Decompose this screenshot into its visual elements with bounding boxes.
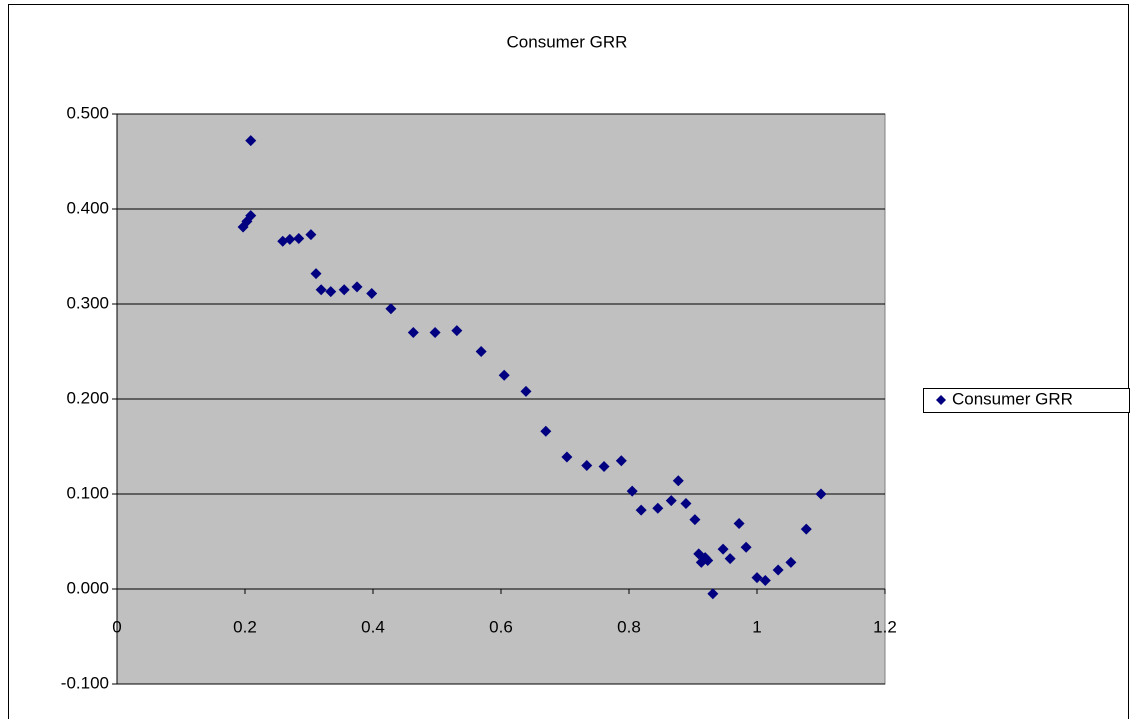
point [680, 498, 692, 509]
point [475, 346, 487, 357]
point [626, 485, 638, 497]
point [310, 268, 322, 280]
point [672, 475, 684, 487]
y-tick-label: 0.200 [66, 388, 109, 407]
point [385, 303, 397, 315]
point [717, 543, 729, 555]
legend-label: Consumer GRR [952, 389, 1073, 408]
point [707, 588, 719, 600]
legend-marker [936, 395, 946, 405]
x-tick-label: 0 [112, 617, 121, 636]
point [245, 210, 257, 222]
point [540, 425, 552, 437]
x-tick-label: 0.8 [617, 617, 641, 636]
y-tick-label: 0.000 [66, 578, 109, 597]
x-tick-label: 0.4 [361, 617, 385, 636]
point [740, 541, 752, 553]
point [665, 495, 677, 507]
point [652, 502, 664, 514]
point [615, 455, 627, 467]
y-tick-label: 0.100 [66, 483, 109, 502]
point [733, 517, 745, 529]
y-tick-label: 0.500 [66, 103, 109, 122]
point [407, 327, 419, 338]
point [581, 460, 593, 471]
point [800, 523, 812, 535]
x-tick-label: 0.2 [233, 617, 257, 636]
point [325, 286, 337, 298]
chart-title: Consumer GRR [507, 32, 628, 51]
point [772, 564, 784, 576]
point [751, 572, 763, 584]
point [351, 281, 363, 293]
x-tick-label: 1.2 [873, 617, 897, 636]
point [451, 325, 463, 337]
point [759, 574, 771, 586]
point [815, 488, 827, 500]
point [293, 232, 305, 244]
x-tick-label: 0.6 [489, 617, 513, 636]
y-tick-label: 0.300 [66, 293, 109, 312]
point [520, 385, 532, 397]
x-tick-label: 1 [752, 617, 761, 636]
point [561, 451, 573, 463]
point [245, 135, 257, 147]
point [315, 284, 327, 296]
point [305, 229, 317, 241]
point [785, 556, 797, 568]
point [498, 369, 510, 381]
point [366, 288, 378, 300]
point [598, 460, 610, 472]
point [724, 553, 736, 565]
point [338, 284, 350, 296]
legend [923, 388, 1130, 413]
y-tick-label: 0.400 [66, 198, 109, 217]
point [429, 327, 441, 338]
point [702, 555, 714, 566]
point [635, 504, 647, 516]
point [689, 514, 701, 526]
y-tick-label: -0.100 [61, 673, 109, 692]
point [284, 233, 296, 245]
